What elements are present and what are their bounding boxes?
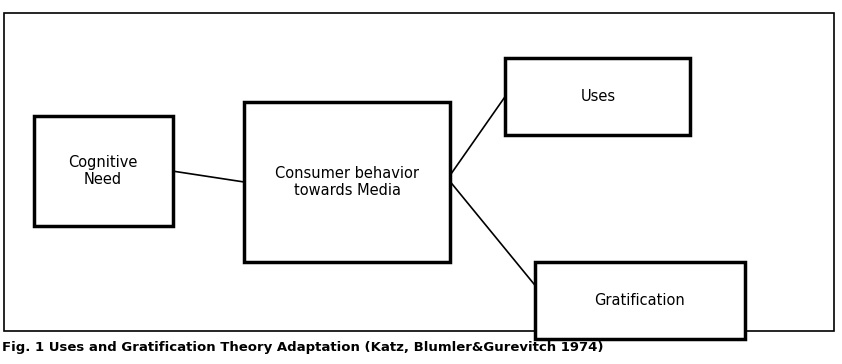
Text: Uses: Uses <box>580 89 616 104</box>
Text: Fig. 1 Uses and Gratification Theory Adaptation (Katz, Blumler&Gurevitch 1974): Fig. 1 Uses and Gratification Theory Ada… <box>3 341 604 354</box>
FancyBboxPatch shape <box>34 116 173 226</box>
Text: Gratification: Gratification <box>594 293 685 308</box>
FancyBboxPatch shape <box>535 262 745 339</box>
Text: Cognitive
Need: Cognitive Need <box>68 155 138 187</box>
Text: Consumer behavior
towards Media: Consumer behavior towards Media <box>275 166 419 198</box>
FancyBboxPatch shape <box>505 58 690 135</box>
FancyBboxPatch shape <box>244 102 450 262</box>
